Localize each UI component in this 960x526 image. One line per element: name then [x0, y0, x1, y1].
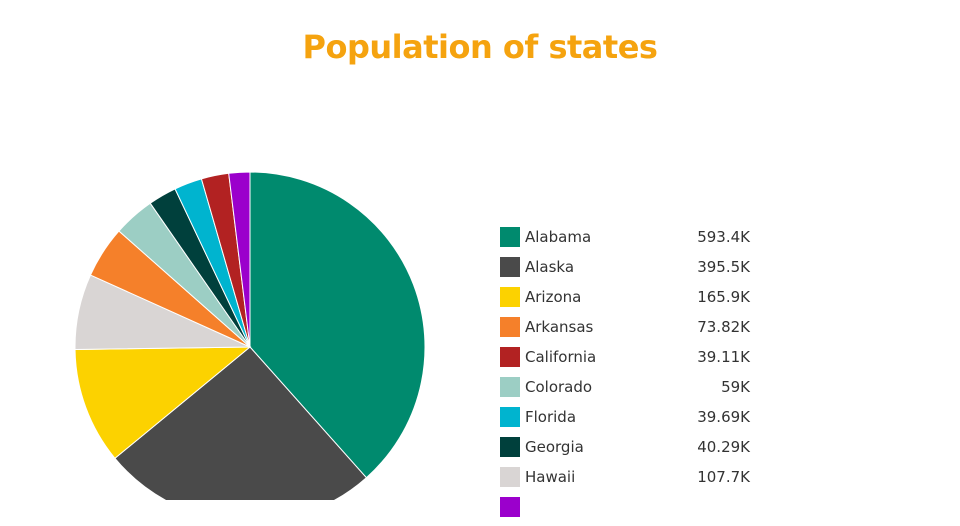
legend-label: Alabama	[525, 228, 592, 246]
legend-label: Colorado	[525, 378, 593, 396]
legend-label: Hawaii	[525, 468, 576, 486]
legend-label: Arkansas	[525, 318, 594, 336]
pie-chart	[74, 171, 426, 500]
legend-swatch	[500, 407, 520, 427]
pie-slice-arizona[interactable]	[74, 346, 252, 459]
legend-value: 73.82K	[697, 318, 750, 336]
legend-swatch	[500, 437, 520, 457]
legend-swatch	[500, 227, 520, 247]
legend-value: 593.4K	[697, 228, 750, 246]
chart-title: Population of states	[302, 28, 658, 66]
legend-item-california[interactable]: California 39.11K	[500, 346, 760, 376]
legend-value: 165.9K	[697, 288, 750, 306]
pie-slice-alabama[interactable]	[249, 171, 426, 479]
legend-swatch	[500, 467, 520, 487]
legend-item-florida[interactable]: Florida 39.69K	[500, 406, 760, 436]
legend-label: Arizona	[525, 288, 582, 306]
legend-label: California	[525, 348, 597, 366]
legend-label: Florida	[525, 408, 577, 426]
pie-slice-unlabeled[interactable]	[228, 171, 251, 348]
legend-item-alabama[interactable]: Alabama 593.4K	[500, 226, 760, 256]
pie-slice-alaska[interactable]	[114, 346, 368, 500]
legend-value: 107.7K	[697, 468, 750, 486]
legend-swatch	[500, 377, 520, 397]
legend-value: 39.11K	[697, 348, 750, 366]
legend-item-unlabeled[interactable]	[500, 496, 760, 526]
legend-item-arizona[interactable]: Arizona 165.9K	[500, 286, 760, 316]
legend-value: 59K	[721, 378, 750, 396]
legend-item-arkansas[interactable]: Arkansas 73.82K	[500, 316, 760, 346]
legend-swatch	[500, 347, 520, 367]
legend-label: Alaska	[525, 258, 575, 276]
legend-label: Georgia	[525, 438, 584, 456]
legend-value: 40.29K	[697, 438, 750, 456]
legend-swatch	[500, 257, 520, 277]
legend-item-alaska[interactable]: Alaska 395.5K	[500, 256, 760, 286]
legend: Alabama 593.4K Alaska 395.5K Arizona 165.9K Ar…	[500, 226, 760, 526]
legend-value: 39.69K	[697, 408, 750, 426]
legend-item-hawaii[interactable]: Hawaii 107.7K	[500, 466, 760, 496]
legend-swatch	[500, 317, 520, 337]
legend-swatch	[500, 497, 520, 517]
legend-item-georgia[interactable]: Georgia 40.29K	[500, 436, 760, 466]
legend-swatch	[500, 287, 520, 307]
legend-value: 395.5K	[697, 258, 750, 276]
legend-item-colorado[interactable]: Colorado 59K	[500, 376, 760, 406]
